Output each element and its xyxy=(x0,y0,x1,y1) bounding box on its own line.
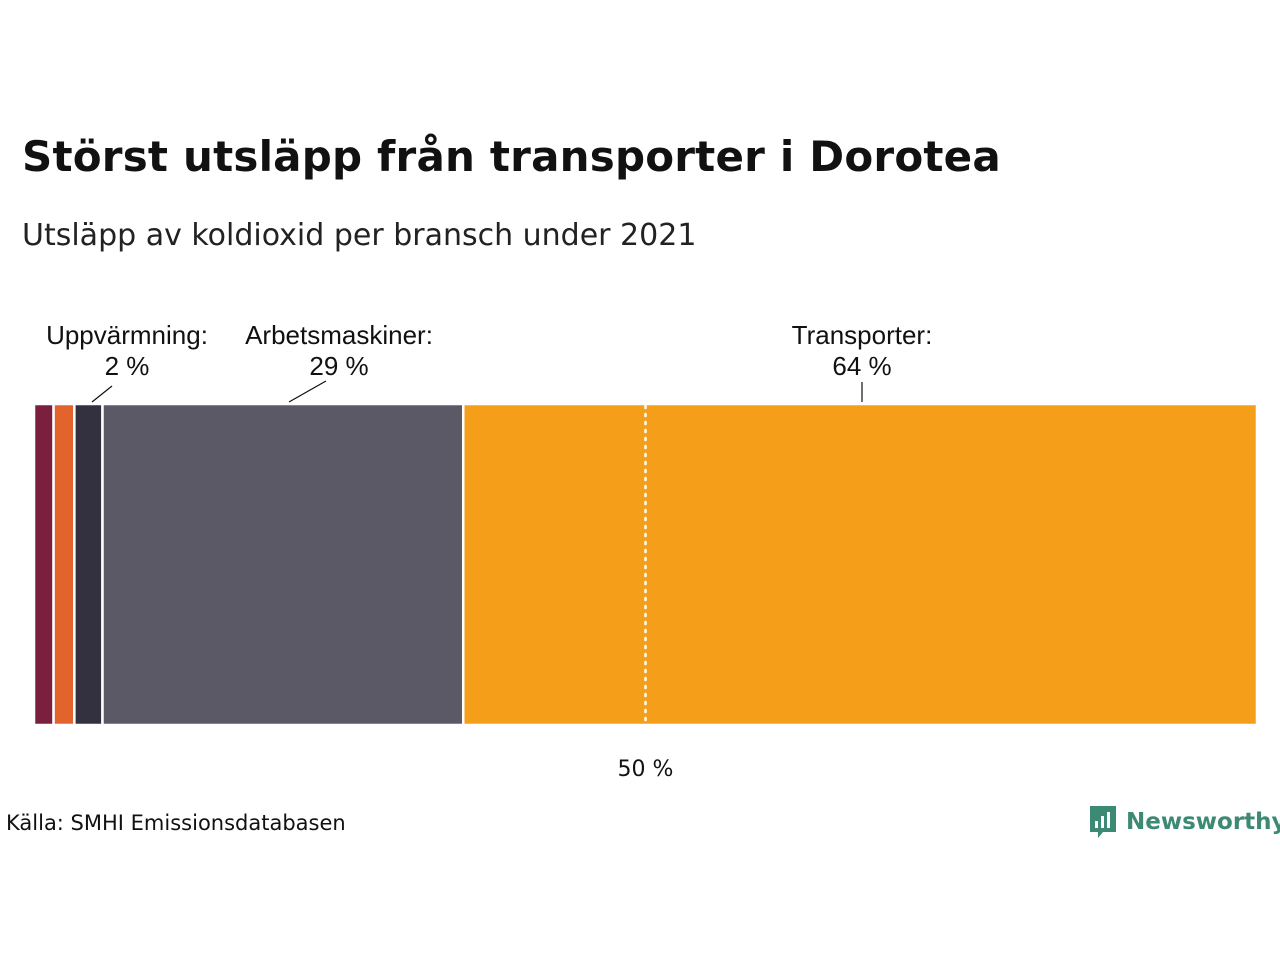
bar-segment-arbetsmaskiner xyxy=(101,402,465,727)
bar-segment-transporter xyxy=(462,402,1259,727)
segment-value-arbetsmaskiner: 29 % xyxy=(309,351,368,381)
segment-label-uppvarmning: Uppvärmning: xyxy=(46,320,208,350)
bar-segments xyxy=(32,402,1259,727)
segment-labels: Uppvärmning:2 % Arbetsmaskiner:29 % Transp… xyxy=(46,320,933,403)
reference-line-group: 50 % xyxy=(618,404,674,782)
segment-value-uppvarmning: 2 % xyxy=(105,351,150,381)
bar-segment-ovrigt-1 xyxy=(32,402,55,727)
leader-line-arbetsmaskiner xyxy=(288,380,327,403)
segment-value-transporter: 64 % xyxy=(832,351,891,381)
brand-name: Newsworthy xyxy=(1126,809,1280,835)
bar-segment-ovrigt-2 xyxy=(52,402,76,727)
stacked-bar-chart: 50 % Uppvärmning:2 % Arbetsmaskiner:29 % T… xyxy=(32,320,1259,782)
source-note: Källa: SMHI Emissionsdatabasen xyxy=(6,811,346,835)
brand-logo: Newsworthy xyxy=(1088,804,1280,840)
leader-line-uppvarmning xyxy=(91,385,113,403)
newsworthy-logo-icon xyxy=(1090,806,1116,838)
bar-segment-uppvarmning xyxy=(73,402,104,727)
segment-label-transporter: Transporter: xyxy=(792,320,933,350)
chart-subtitle: Utsläpp av koldioxid per bransch under 2… xyxy=(22,218,697,253)
segment-label-arbetsmaskiner: Arbetsmaskiner: xyxy=(245,320,433,350)
reference-line-label: 50 % xyxy=(618,757,674,782)
chart-title: Störst utsläpp från transporter i Dorote… xyxy=(22,132,1001,181)
